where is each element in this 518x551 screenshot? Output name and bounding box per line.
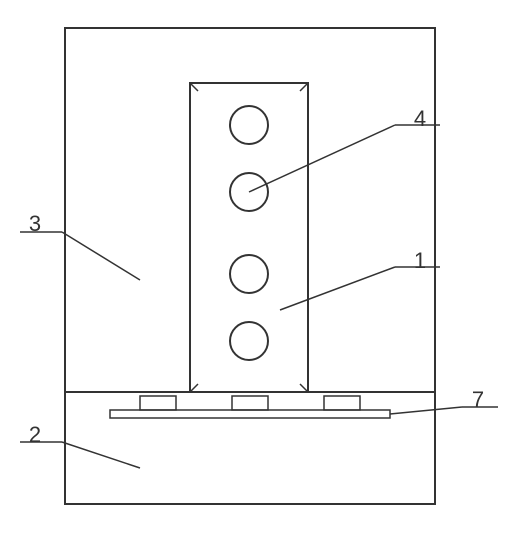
label-4: 4	[249, 106, 440, 192]
label-3: 3	[20, 211, 140, 280]
corner-tick	[300, 83, 308, 91]
label-7: 7	[390, 387, 498, 414]
column-hole-2	[230, 255, 268, 293]
corner-tick	[300, 384, 308, 392]
label-1: 1	[280, 248, 440, 310]
base-bar	[110, 410, 390, 418]
corner-tick	[190, 83, 198, 91]
label-text-3: 3	[29, 211, 41, 236]
label-2: 2	[20, 422, 140, 468]
tab-1	[232, 396, 268, 410]
center-column	[190, 83, 308, 392]
label-text-7: 7	[472, 387, 484, 412]
outer-frame	[65, 28, 435, 504]
label-text-1: 1	[414, 248, 426, 273]
column-hole-3	[230, 322, 268, 360]
column-hole-0	[230, 106, 268, 144]
label-text-2: 2	[29, 422, 41, 447]
corner-tick	[190, 384, 198, 392]
tab-2	[324, 396, 360, 410]
tab-0	[140, 396, 176, 410]
label-text-4: 4	[414, 106, 426, 131]
